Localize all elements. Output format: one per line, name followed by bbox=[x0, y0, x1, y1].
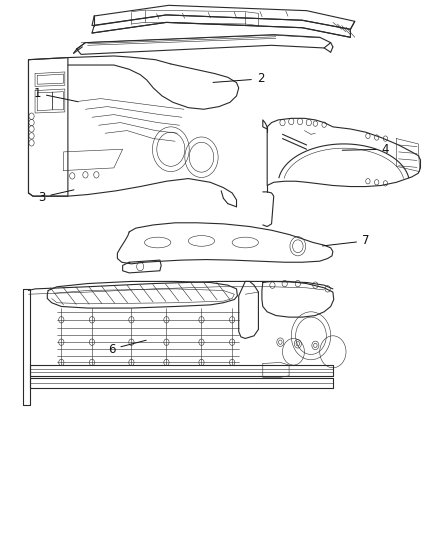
Text: 7: 7 bbox=[322, 235, 370, 247]
Text: 6: 6 bbox=[108, 340, 146, 356]
Text: 1: 1 bbox=[33, 87, 78, 102]
Text: 4: 4 bbox=[342, 143, 389, 156]
Text: 2: 2 bbox=[213, 72, 265, 85]
Text: 3: 3 bbox=[38, 190, 74, 204]
